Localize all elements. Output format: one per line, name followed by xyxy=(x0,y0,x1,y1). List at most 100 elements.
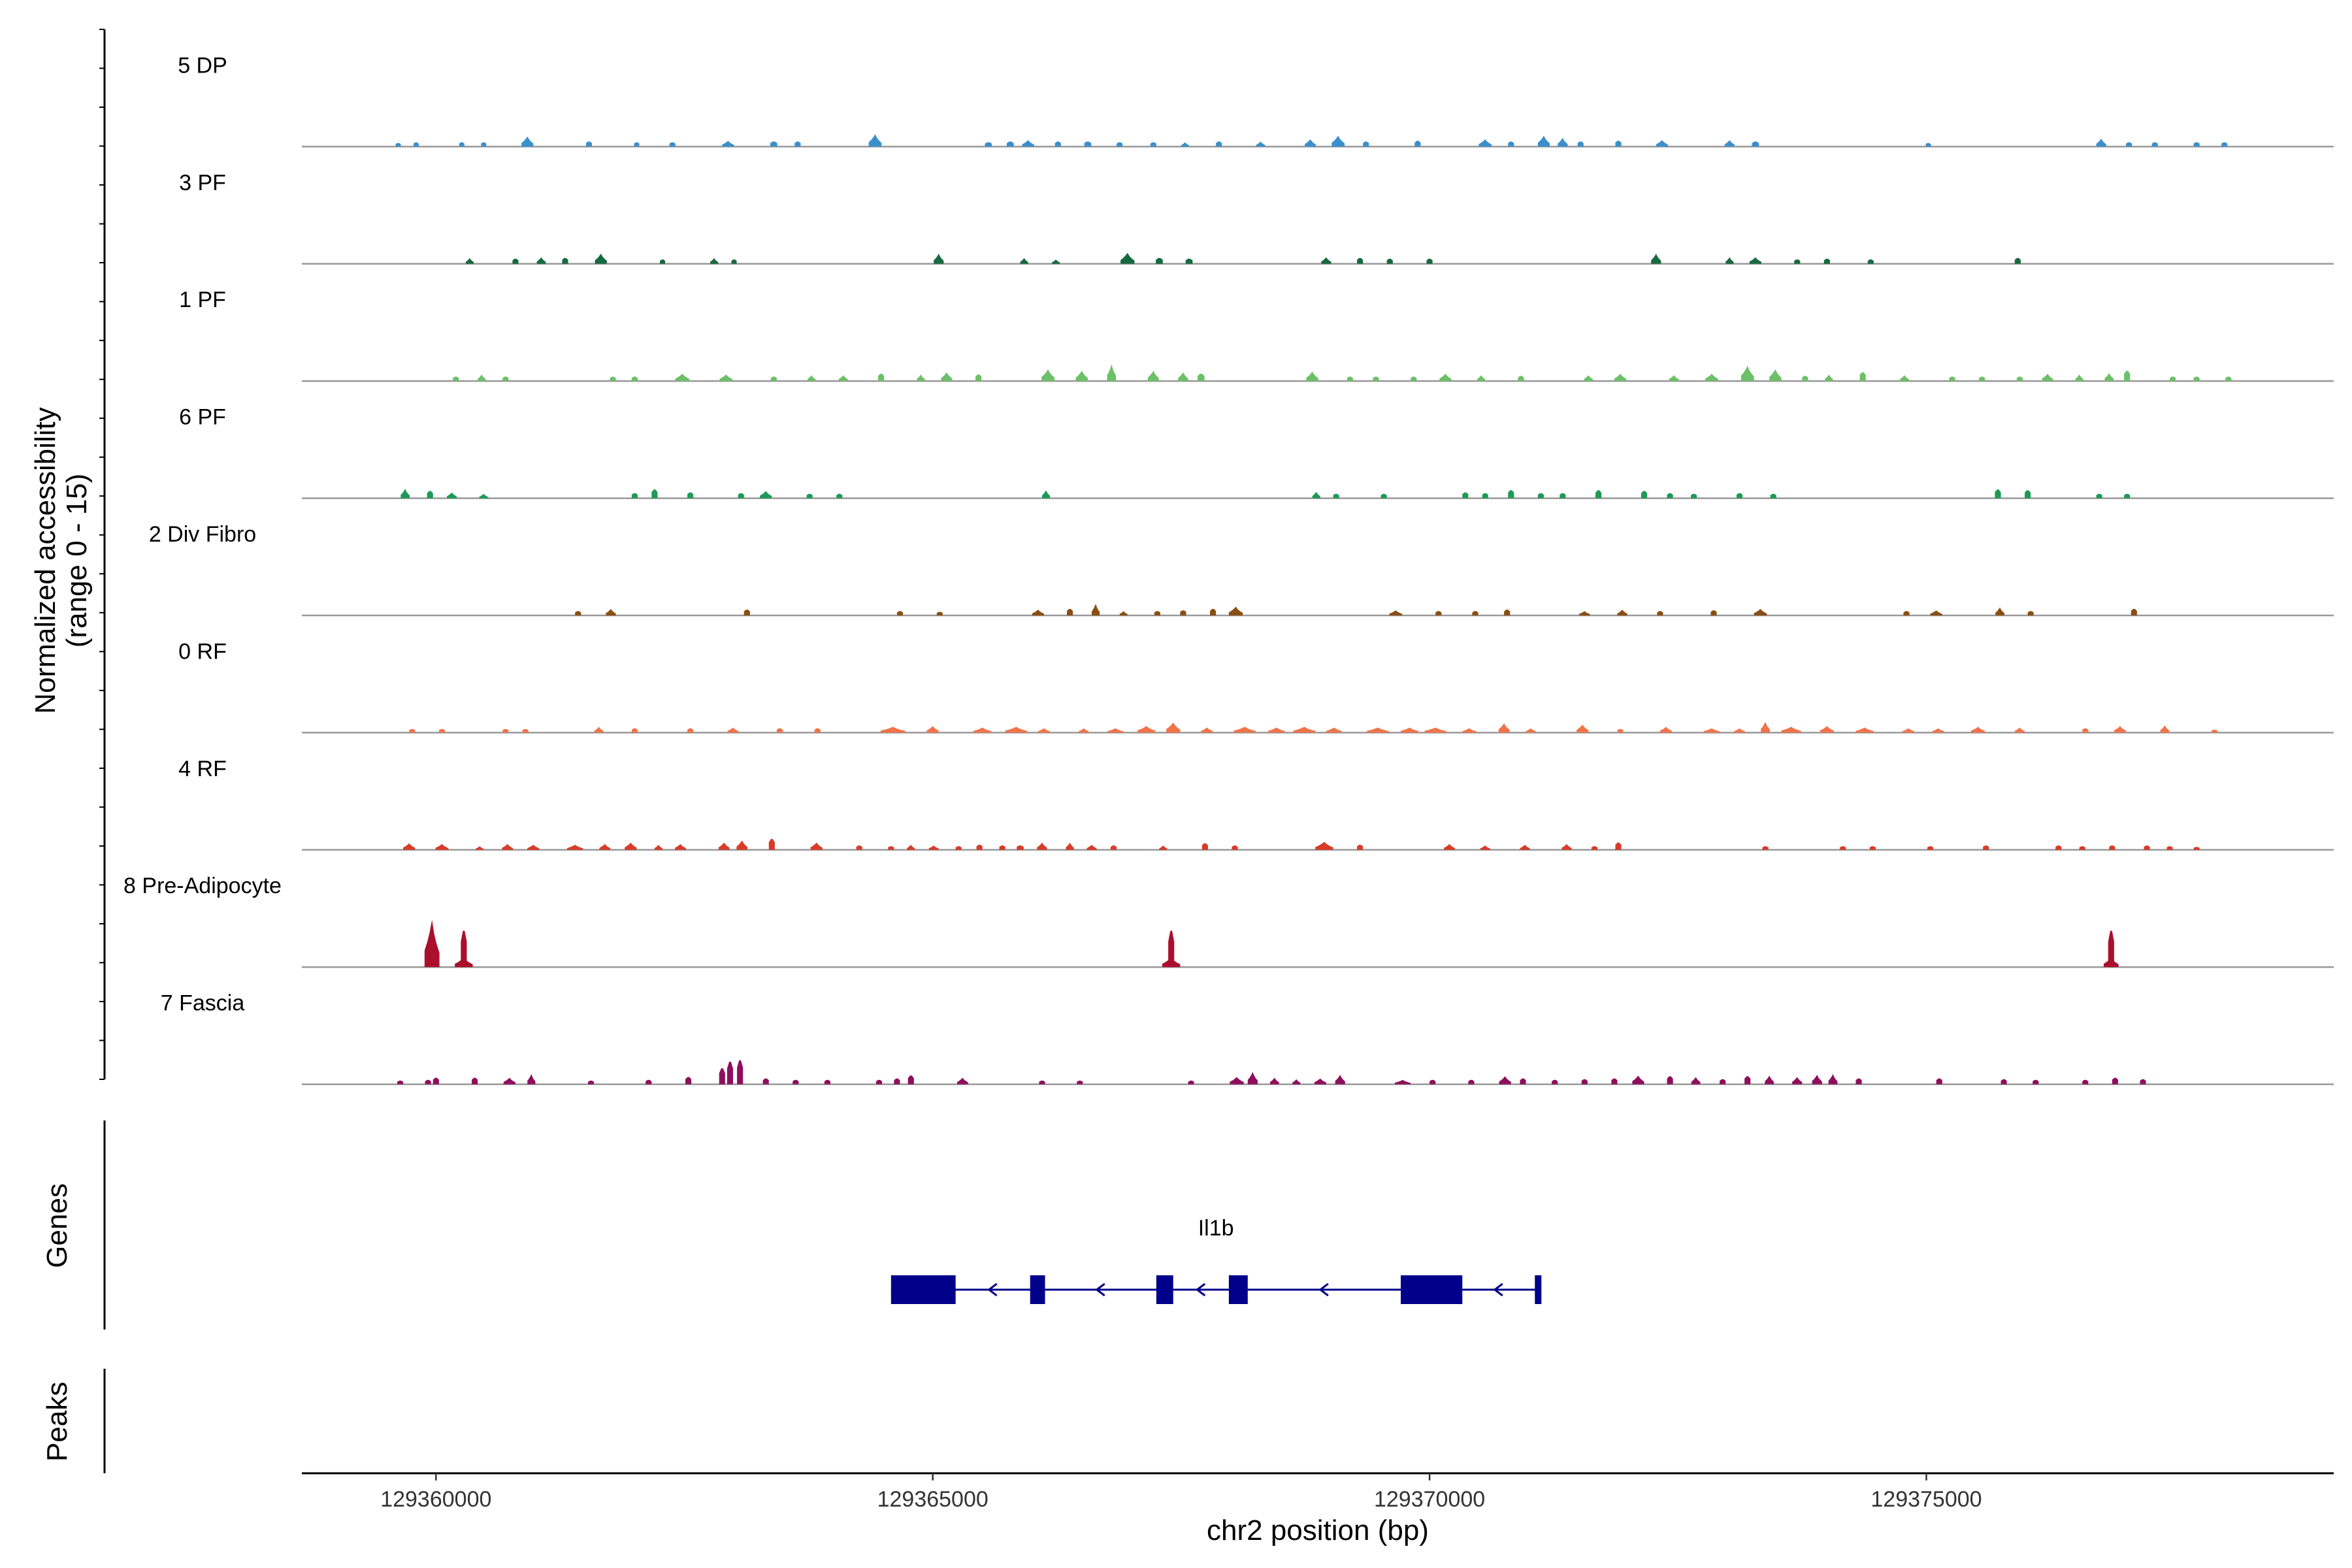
coverage-peak xyxy=(587,1081,595,1085)
coverage-peak xyxy=(794,141,801,147)
coverage-peak xyxy=(1321,257,1331,264)
coverage-peak xyxy=(1209,608,1217,615)
coverage-peak xyxy=(1970,727,1985,733)
coverage-peak xyxy=(1537,135,1550,147)
track-5: 0 RF xyxy=(178,639,2334,734)
coverage-peak xyxy=(1480,845,1490,850)
coverage-peak xyxy=(1267,727,1285,733)
coverage-peak xyxy=(1110,845,1117,850)
coverage-peak xyxy=(917,374,925,382)
gene-exon xyxy=(1228,1275,1248,1304)
gene-exon xyxy=(1535,1275,1542,1304)
coverage-peak xyxy=(1867,259,1874,264)
coverage-peak xyxy=(1326,727,1343,733)
coverage-peak xyxy=(718,842,730,850)
coverage-peak xyxy=(975,374,982,382)
coverage-peak xyxy=(1761,721,1770,733)
coverage-peak xyxy=(1119,611,1128,615)
coverage-peak xyxy=(1077,1081,1083,1085)
coverage-peak xyxy=(1508,141,1514,147)
coverage-peak xyxy=(1932,728,1944,733)
coverage-peak xyxy=(1703,728,1720,733)
coverage-peak xyxy=(1333,493,1339,498)
coverage-peak xyxy=(438,728,445,733)
coverage-peak xyxy=(2124,493,2131,498)
coverage-peak xyxy=(956,1077,968,1085)
coverage-peak xyxy=(1752,141,1759,147)
coverage-peak xyxy=(1995,607,2004,615)
coverage-peak xyxy=(2075,374,2083,382)
gene-exon xyxy=(1156,1275,1173,1304)
coverage-peak xyxy=(768,839,775,850)
coverage-peak xyxy=(459,142,465,147)
coverage-peak xyxy=(2001,1079,2007,1085)
coverage-peak xyxy=(447,492,457,498)
coverage-peak xyxy=(687,492,694,498)
coverage-peak xyxy=(1181,142,1190,147)
coverage-peak xyxy=(1925,142,1931,147)
coverage-peak xyxy=(810,842,823,850)
coverage-peak xyxy=(1855,1078,1862,1085)
gene-model: Il1b xyxy=(890,1216,1542,1304)
coverage-peak xyxy=(594,727,604,733)
coverage-peak xyxy=(1037,728,1051,733)
coverage-peak xyxy=(1659,727,1673,733)
coverage-peak xyxy=(1117,142,1123,147)
track-1: 3 PF xyxy=(179,171,2334,265)
coverage-peak xyxy=(1228,606,1243,615)
track-label: 6 PF xyxy=(179,405,226,430)
x-tick-label: 129375000 xyxy=(1870,1487,1982,1512)
coverage-peak xyxy=(400,489,410,498)
coverage-peak xyxy=(461,930,467,968)
coverage-peak xyxy=(1039,1081,1045,1085)
coverage-tracks-area: 5 DP 3 PF 1 PF 6 PF 2 Div Fibro 0 RF 4 RF 8 Pre… xyxy=(123,53,2334,1085)
coverage-peak xyxy=(1411,376,1417,382)
coverage-peak xyxy=(1180,610,1186,615)
coverage-peak xyxy=(1667,1076,1673,1085)
track-label: 3 PF xyxy=(179,171,226,195)
coverage-peak xyxy=(976,845,983,850)
coverage-peak xyxy=(1232,845,1238,850)
gene-name: Il1b xyxy=(1198,1216,1234,1241)
coverage-peak xyxy=(1979,376,1985,382)
coverage-peak xyxy=(1331,135,1345,147)
coverage-peak xyxy=(1632,1075,1644,1085)
coverage-peak xyxy=(1537,493,1544,498)
track-3: 6 PF xyxy=(179,405,2334,499)
coverage-peak xyxy=(2033,1079,2039,1085)
coverage-peak xyxy=(669,142,676,147)
coverage-peak xyxy=(1737,493,1743,498)
coverage-peak xyxy=(1617,728,1624,733)
coverage-peak xyxy=(2193,142,2200,147)
coverage-peak xyxy=(1724,140,1735,147)
coverage-peak xyxy=(562,257,568,264)
coverage-peak xyxy=(1159,845,1168,850)
coverage-peak xyxy=(941,372,953,382)
coverage-peak xyxy=(1478,139,1492,147)
coverage-peak xyxy=(2025,490,2031,498)
strand-arrow xyxy=(987,1282,998,1297)
coverage-peak xyxy=(1504,610,1511,615)
coverage-peak xyxy=(934,253,944,264)
coverage-peak xyxy=(479,493,489,498)
coverage-peak xyxy=(1424,727,1446,733)
coverage-peak xyxy=(1468,1079,1475,1085)
coverage-peak xyxy=(1561,843,1572,850)
coverage-peak xyxy=(1855,727,1874,733)
coverage-peak xyxy=(1444,843,1455,850)
coverage-peak xyxy=(1983,845,1989,850)
coverage-peak xyxy=(1762,846,1769,850)
coverage-peak xyxy=(1560,493,1566,498)
coverage-peak xyxy=(424,919,440,968)
coverage-peak xyxy=(731,259,737,264)
coverage-peak xyxy=(631,376,638,382)
coverage-peak xyxy=(1389,610,1403,615)
coverage-peak xyxy=(896,611,904,615)
coverage-peak xyxy=(868,134,882,147)
coverage-peak xyxy=(651,489,658,498)
coverage-peak xyxy=(1595,490,1602,498)
coverage-peak xyxy=(575,611,581,615)
coverage-peak xyxy=(1744,1076,1751,1085)
strand-arrow xyxy=(1493,1282,1503,1297)
